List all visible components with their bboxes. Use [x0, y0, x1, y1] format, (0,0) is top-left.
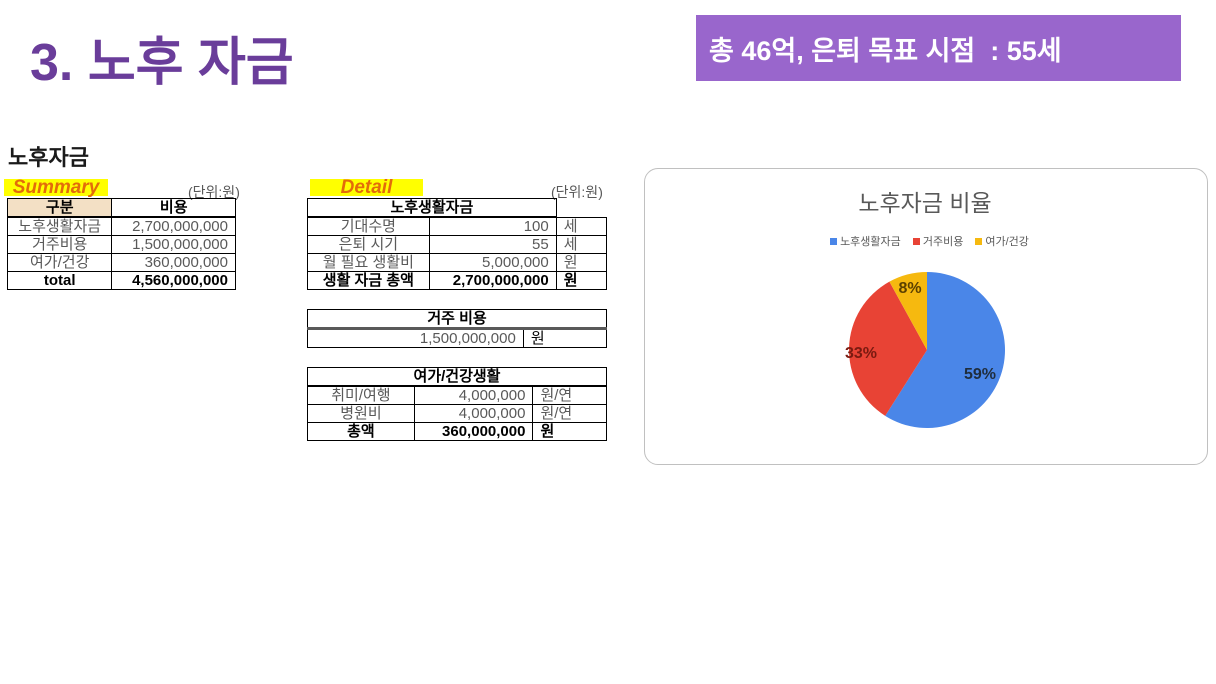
svg-text:33%: 33%	[845, 345, 877, 362]
svg-text:59%: 59%	[964, 366, 996, 383]
svg-text:8%: 8%	[898, 280, 921, 297]
